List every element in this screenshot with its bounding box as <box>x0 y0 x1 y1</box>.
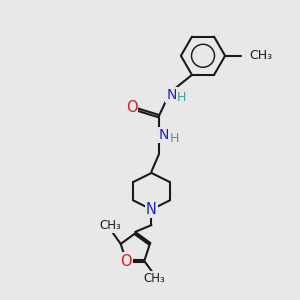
Text: O: O <box>121 254 132 268</box>
Text: CH₃: CH₃ <box>100 219 121 232</box>
Text: H: H <box>169 132 179 145</box>
Text: CH₃: CH₃ <box>250 49 273 62</box>
Text: N: N <box>159 128 169 142</box>
Text: N: N <box>166 88 177 102</box>
Text: O: O <box>126 100 137 115</box>
Text: N: N <box>146 202 157 217</box>
Text: H: H <box>177 91 186 104</box>
Text: CH₃: CH₃ <box>143 272 165 285</box>
